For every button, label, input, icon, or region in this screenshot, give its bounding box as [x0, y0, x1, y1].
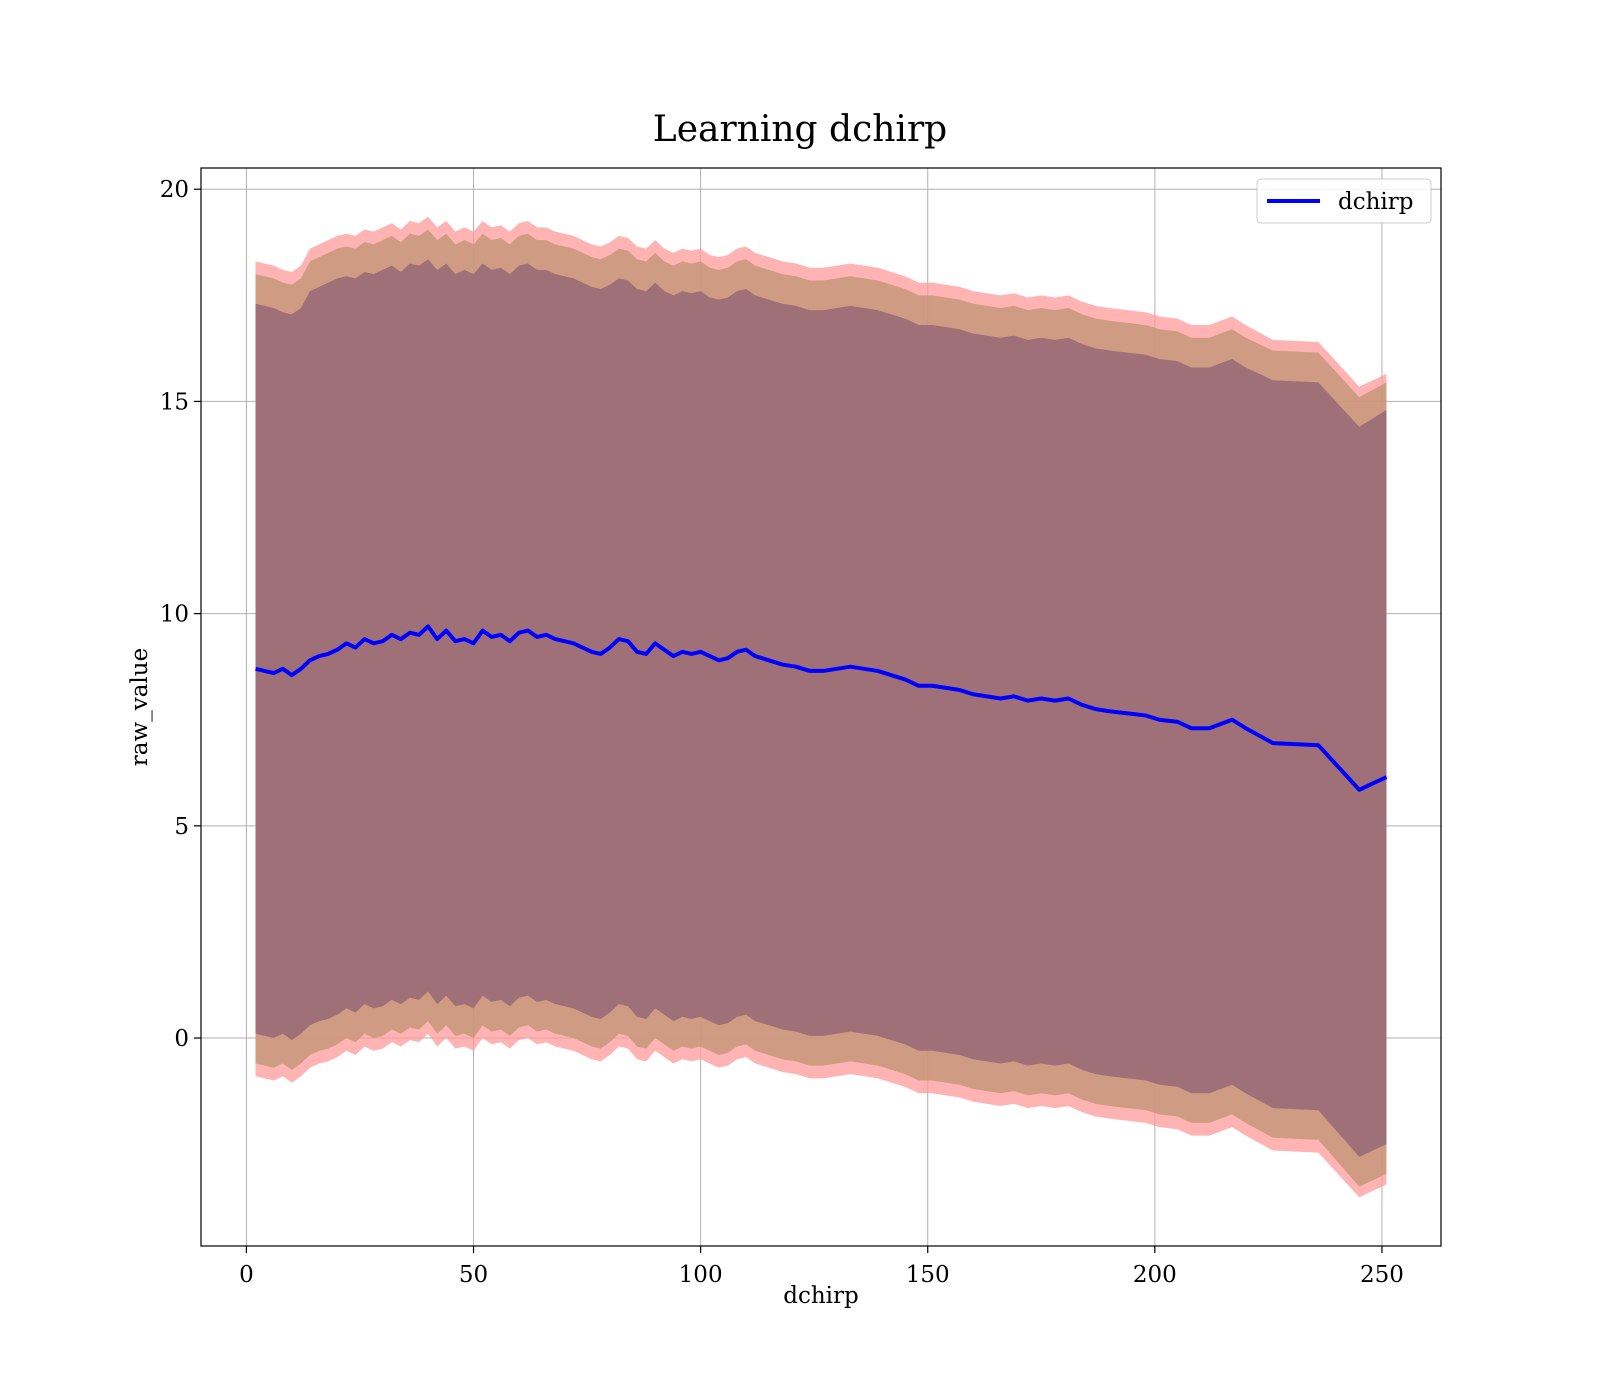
legend: dchirp — [1256, 178, 1432, 224]
y-tick-label: 15 — [160, 389, 189, 415]
x-tick-label: 0 — [239, 1262, 254, 1288]
x-tick-label: 200 — [1133, 1262, 1177, 1288]
x-tick-label: 50 — [459, 1262, 488, 1288]
x-tick-label: 100 — [679, 1262, 723, 1288]
y-tick-label: 20 — [160, 177, 189, 203]
x-axis-label: dchirp — [783, 1283, 859, 1309]
y-tick-label: 10 — [160, 602, 189, 628]
series-line-dchirp — [255, 624, 1388, 792]
series-lines — [255, 624, 1388, 792]
ticks: 0 50 100 150 200 250 0 5 10 15 20 — [160, 177, 1404, 1288]
confidence-bands — [255, 216, 1387, 1198]
y-tick-label: 5 — [174, 814, 189, 840]
band-inner — [255, 259, 1387, 1157]
legend-box — [1256, 178, 1432, 224]
plot-frame — [200, 167, 1442, 1247]
x-tick-label: 150 — [906, 1262, 950, 1288]
legend-label: dchirp — [1338, 189, 1414, 215]
y-axis-label: raw_value — [127, 648, 153, 766]
y-tick-label: 0 — [174, 1026, 189, 1052]
chart-title: Learning dchirp — [653, 109, 947, 150]
x-tick-label: 250 — [1360, 1262, 1404, 1288]
